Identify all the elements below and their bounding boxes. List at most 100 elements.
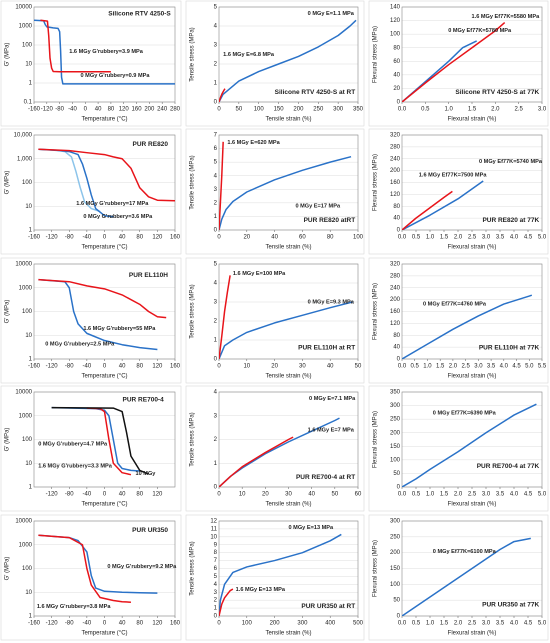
annotation: 0 MGy Ef77K=6100 MPa — [433, 549, 497, 555]
y-axis-label: Flexural stress (MPa) — [373, 283, 379, 340]
y-tick-label: 4 — [214, 582, 218, 588]
x-tick-label: 0.0 — [398, 364, 407, 370]
x-tick-label: -80 — [55, 107, 64, 113]
panel-frame — [0, 514, 182, 641]
y-tick-label: 120 — [390, 192, 401, 198]
x-tick-label: 80 — [136, 621, 143, 627]
y-tick-label: 120 — [390, 321, 401, 327]
plot-frame — [401, 134, 543, 231]
plot-frame — [401, 6, 543, 103]
y-tick-label: 4 — [214, 390, 218, 396]
x-tick-label: 30 — [285, 492, 292, 498]
x-tick-label: 120 — [152, 492, 163, 498]
y-tick-label: 100 — [22, 43, 33, 49]
y-tick-label: 5 — [214, 262, 218, 268]
x-tick-label: 4.0 — [510, 235, 519, 241]
y-axis-label: Tensile stress (MPa) — [190, 541, 196, 595]
y-axis-label: G' (MPa) — [5, 428, 11, 452]
y-tick-label: 50 — [393, 598, 400, 604]
y-tick-label: 80 — [393, 204, 400, 210]
plot-frame — [33, 6, 176, 103]
panel-title: PUR UR350 at 77K — [482, 601, 539, 608]
annotation: 1.6 MGy E=100 MPa — [233, 271, 286, 277]
annotation: 0 MGy E=17 MPa — [295, 204, 341, 210]
x-tick-label: 150 — [274, 107, 285, 113]
y-tick-label: 160 — [390, 309, 401, 315]
data-line — [51, 406, 149, 475]
panel-title: Silicone RTV 4250-S at 77K — [455, 89, 539, 96]
x-axis-label: Temperature (°C) — [81, 117, 127, 123]
y-tick-label: 10 — [25, 204, 32, 210]
annotation: 0 MGy E=9.3 MPa — [308, 299, 355, 305]
y-tick-label: 3 — [214, 590, 218, 596]
x-tick-label: 100 — [242, 621, 253, 627]
x-axis-label: Flexural strain (%) — [448, 374, 497, 380]
y-tick-label: 0 — [214, 614, 218, 620]
x-tick-label: 3.0 — [482, 621, 491, 627]
x-tick-label: 0 — [217, 235, 221, 241]
x-tick-label: 1.0 — [423, 364, 432, 370]
x-tick-label: 0.5 — [412, 235, 421, 241]
y-tick-label: 7 — [214, 558, 218, 564]
y-tick-label: 40 — [393, 345, 400, 351]
y-tick-label: 280 — [390, 273, 401, 279]
x-tick-label: 2.0 — [491, 107, 500, 113]
annotation: 0 MGy E=1.1 MPa — [308, 11, 355, 17]
annotation: 1.6 MGy G'rubbery=3.3 MPa — [38, 464, 113, 470]
x-tick-label: 0 — [217, 492, 221, 498]
annotation: 1.6 MGy G'rubbery=3.8 MPa — [37, 604, 112, 610]
data-line — [34, 19, 175, 85]
plot-frame — [218, 134, 359, 231]
data-line — [219, 141, 224, 230]
y-tick-label: 1,000 — [17, 156, 33, 162]
y-tick-label: 6 — [214, 566, 218, 572]
y-tick-label: 100 — [22, 566, 33, 572]
x-tick-label: 0 — [217, 364, 221, 370]
x-tick-label: 200 — [144, 107, 155, 113]
y-axis-label: Tensile stress (MPa) — [190, 284, 196, 338]
y-axis-label: Flexural stress (MPa) — [373, 26, 379, 83]
x-tick-label: 10 — [243, 364, 250, 370]
y-tick-label: 200 — [390, 430, 401, 436]
x-tick-label: 0.5 — [412, 492, 421, 498]
x-tick-label: 1.5 — [440, 621, 449, 627]
x-tick-label: 1.0 — [444, 107, 453, 113]
x-tick-label: -120 — [46, 621, 59, 627]
panel-title: PUR UR350 — [132, 527, 168, 534]
x-axis-label: Flexural strain (%) — [448, 631, 497, 637]
data-line — [219, 588, 234, 616]
x-tick-label: 50 — [355, 364, 362, 370]
annotation: 1.6 MGy Ef77K=5580 MPa — [472, 14, 541, 20]
y-axis-label: Flexural stress (MPa) — [373, 411, 379, 468]
annotation: 1.6 MGy E=7 MPa — [308, 427, 355, 433]
x-tick-label: 4.5 — [524, 492, 533, 498]
panel-title: PUR EL110H at RT — [298, 344, 355, 351]
plot-frame — [33, 263, 176, 360]
x-tick-label: 3.0 — [482, 492, 491, 498]
x-tick-label: 4.0 — [510, 492, 519, 498]
y-tick-label: 350 — [390, 390, 401, 396]
y-axis-label: G' (MPa) — [5, 300, 11, 324]
x-tick-label: 5.0 — [538, 492, 547, 498]
annotation: 1.6 MGy G'rubbery=55 MPa — [83, 326, 156, 332]
y-axis-label: G' (MPa) — [5, 43, 11, 67]
annotation: 0 MGy G'rubbery=3.6 MPa — [83, 214, 153, 220]
data-line — [38, 278, 167, 319]
x-tick-label: 3.5 — [496, 235, 505, 241]
x-tick-label: 160 — [170, 364, 181, 370]
y-tick-label: 1 — [214, 214, 218, 220]
x-tick-label: 50 — [236, 107, 243, 113]
x-tick-label: 0 — [103, 492, 107, 498]
x-tick-label: -40 — [83, 492, 92, 498]
x-tick-label: 0.0 — [398, 621, 407, 627]
x-tick-label: 1.5 — [436, 364, 445, 370]
x-tick-label: 1.0 — [426, 235, 435, 241]
plot-frame — [218, 263, 359, 360]
x-tick-label: 120 — [152, 621, 163, 627]
data-line — [219, 155, 352, 230]
y-tick-label: 10 — [210, 534, 217, 540]
y-tick-label: 3 — [214, 413, 218, 419]
y-tick-label: 12 — [210, 519, 217, 525]
y-tick-label: 10 — [25, 62, 32, 68]
y-tick-label: 10 — [25, 333, 32, 339]
